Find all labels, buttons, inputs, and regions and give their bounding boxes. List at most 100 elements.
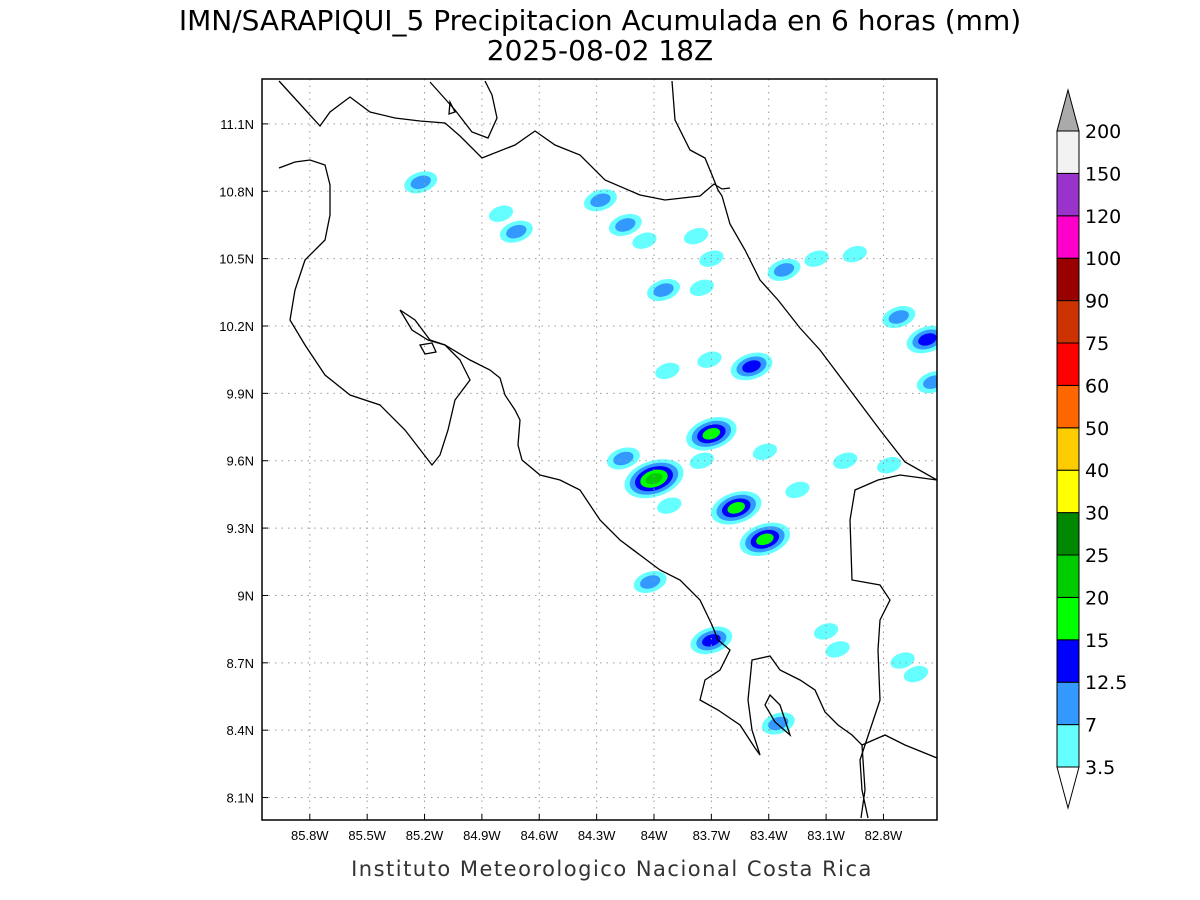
precip-cell bbox=[767, 258, 801, 281]
colorbar-swatch bbox=[1056, 342, 1080, 386]
colorbar-level-label: 90 bbox=[1085, 291, 1109, 313]
precip-contour-level-0 bbox=[488, 205, 514, 222]
precip-cell bbox=[657, 497, 682, 514]
coastline-and-borders bbox=[278, 80, 937, 819]
precip-contour-level-0 bbox=[813, 623, 839, 640]
precip-cell bbox=[833, 452, 858, 469]
lon-tick-label: 83.7W bbox=[693, 828, 731, 843]
precip-contour-level-2 bbox=[702, 634, 721, 647]
lon-tick-label: 83.4W bbox=[750, 828, 788, 843]
colorbar-swatch bbox=[1056, 257, 1080, 302]
precip-contour-level-1 bbox=[653, 283, 674, 297]
precip-cell bbox=[804, 250, 829, 267]
precip-contour-level-1 bbox=[613, 451, 634, 466]
precip-cell bbox=[882, 305, 916, 329]
precip-cell bbox=[608, 213, 642, 236]
precip-contour-level-3 bbox=[727, 502, 745, 514]
colorbar-swatch bbox=[1056, 427, 1080, 471]
colorbar-level-label: 30 bbox=[1085, 503, 1109, 525]
colorbar-lower-arrow bbox=[1056, 766, 1080, 810]
precip-cell bbox=[730, 352, 773, 381]
lon-tick-label: 83.1W bbox=[807, 828, 845, 843]
map-plot-area: 85.8W 85.5W 85.2W 84.9W 84.6W 84.3W 84W 83.7W 83… bbox=[219, 78, 938, 843]
lat-tick-label: 9.9N bbox=[227, 386, 254, 401]
lon-tick-label: 84.6W bbox=[520, 828, 558, 843]
precip-cell bbox=[633, 570, 667, 594]
precip-cell bbox=[689, 279, 714, 297]
precip-cell bbox=[903, 665, 929, 683]
precip-cell bbox=[683, 227, 709, 245]
lat-tick-label: 8.7N bbox=[227, 656, 254, 671]
nicaragua-lake-shore bbox=[429, 80, 498, 139]
colorbar-level-label: 100 bbox=[1085, 248, 1121, 270]
lon-tick-label: 84.9W bbox=[463, 828, 501, 843]
latitude-tick-labels: 11.1N 10.8N 10.5N 10.2N 9.9N 9.6N 9.3N 9N 8.7N 8.… bbox=[219, 117, 254, 806]
longitude-tick-labels: 85.8W 85.5W 85.2W 84.9W 84.6W 84.3W 84W 83.7W 83… bbox=[291, 828, 903, 843]
precip-cell bbox=[813, 623, 839, 640]
precip-contour-level-0 bbox=[903, 665, 929, 683]
colorbar-upper-arrow bbox=[1056, 88, 1080, 132]
lon-tick-label: 85.5W bbox=[348, 828, 386, 843]
colorbar-swatch bbox=[1056, 469, 1080, 514]
precip-cell bbox=[906, 325, 937, 354]
colorbar-level-label: 25 bbox=[1085, 545, 1109, 567]
colorbar-swatch bbox=[1056, 554, 1080, 598]
precip-contour-level-1 bbox=[773, 263, 795, 277]
precip-contour-level-2 bbox=[918, 333, 937, 346]
precip-contour-level-0 bbox=[752, 443, 778, 460]
precip-cell bbox=[842, 245, 867, 263]
colorbar-swatch bbox=[1056, 512, 1080, 556]
colorbar-swatch bbox=[1056, 596, 1080, 641]
precip-cell bbox=[686, 417, 737, 451]
burica-coast bbox=[861, 734, 937, 759]
precip-contour-level-1 bbox=[888, 310, 909, 324]
precip-contour-level-0 bbox=[632, 232, 657, 249]
colorbar-swatch bbox=[1056, 130, 1080, 174]
precip-cell bbox=[697, 351, 722, 368]
lat-tick-label: 10.2N bbox=[219, 319, 254, 334]
lon-tick-label: 82.8W bbox=[865, 828, 903, 843]
precip-contour-level-0 bbox=[655, 362, 680, 380]
precip-contour-level-1 bbox=[923, 375, 937, 389]
colorbar-level-label: 60 bbox=[1085, 375, 1109, 397]
precip-cell bbox=[606, 447, 640, 470]
lat-tick-label: 8.1N bbox=[227, 791, 254, 806]
colorbar-swatch bbox=[1056, 639, 1080, 683]
map-title-line2: 2025-08-02 18Z bbox=[487, 34, 713, 67]
precip-cell bbox=[632, 232, 657, 249]
lake-island bbox=[448, 99, 456, 115]
precip-cell bbox=[583, 189, 617, 212]
colorbar-level-label: 7 bbox=[1085, 715, 1097, 737]
precipitation-field bbox=[404, 171, 937, 735]
precip-contour-level-0 bbox=[825, 641, 850, 658]
precip-cell bbox=[499, 220, 533, 243]
precip-contour-level-1 bbox=[590, 193, 611, 208]
precip-cell bbox=[916, 371, 937, 394]
precip-contour-level-0 bbox=[890, 652, 915, 669]
precip-cell bbox=[711, 491, 762, 525]
precip-contour-level-2 bbox=[742, 360, 761, 373]
colorbar: 3.5 7 12.5 15 20 25 30 40 50 60 75 90 100 120 150 200 bbox=[1056, 88, 1127, 810]
precip-cell bbox=[488, 205, 514, 222]
precip-cell bbox=[877, 457, 902, 474]
colorbar-level-label: 15 bbox=[1085, 630, 1109, 652]
lat-tick-label: 8.4N bbox=[227, 723, 254, 738]
map-frame bbox=[261, 78, 938, 821]
colorbar-swatch bbox=[1056, 215, 1080, 259]
precip-contour-level-0 bbox=[877, 457, 902, 474]
precip-cell bbox=[689, 452, 714, 469]
golfo-dulce-coast bbox=[764, 693, 792, 738]
precip-contour-level-0 bbox=[804, 250, 829, 267]
colorbar-swatch bbox=[1056, 172, 1080, 217]
nicoya-gulf-coast bbox=[399, 309, 761, 756]
colorbar-swatch bbox=[1056, 724, 1080, 768]
precip-contour-level-1 bbox=[640, 575, 661, 589]
precip-contour-level-0 bbox=[842, 245, 867, 263]
lon-tick-label: 85.8W bbox=[291, 828, 329, 843]
lat-tick-label: 10.8N bbox=[219, 184, 254, 199]
precip-cell bbox=[761, 712, 795, 735]
colorbar-swatch bbox=[1056, 681, 1080, 726]
precip-contour-level-1 bbox=[410, 175, 431, 190]
pacific-coastline-guanacaste bbox=[278, 159, 471, 467]
